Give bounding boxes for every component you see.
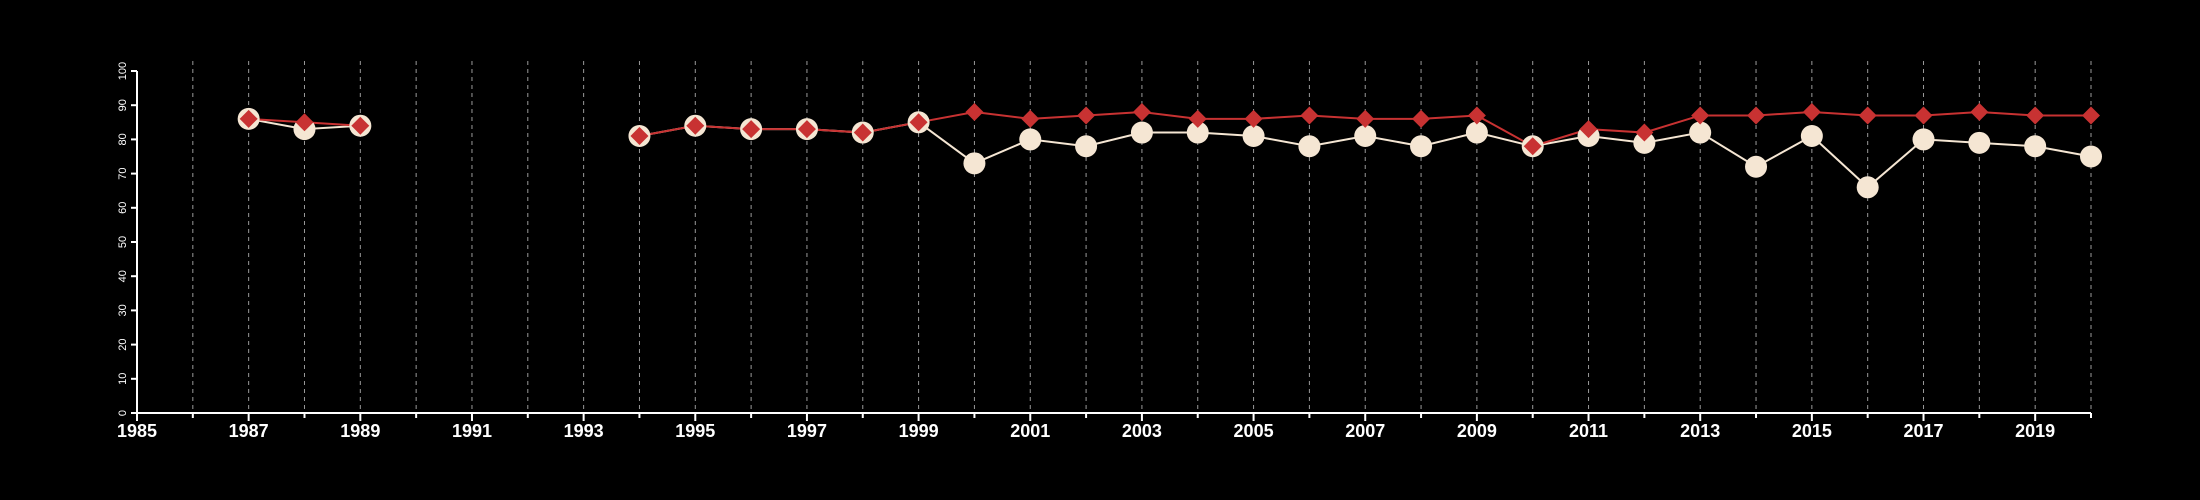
x-tick-label: 2011 bbox=[1569, 421, 1608, 441]
y-tick-label: 40 bbox=[117, 270, 129, 282]
y-tick-label: 10 bbox=[117, 373, 129, 385]
x-tick-label: 2007 bbox=[1345, 421, 1385, 441]
circle-marker bbox=[1242, 124, 1265, 147]
circle-marker bbox=[2080, 145, 2102, 168]
diamond-marker bbox=[1858, 106, 1877, 125]
circle-marker bbox=[1465, 121, 1488, 144]
circle-marker bbox=[1856, 176, 1879, 199]
x-tick-label: 1993 bbox=[564, 421, 604, 441]
diamond-marker bbox=[1244, 109, 1263, 128]
circle-marker bbox=[1075, 135, 1098, 158]
diamond-marker bbox=[239, 109, 258, 128]
diamond-marker bbox=[1523, 137, 1542, 156]
x-axis: 1985 1987 1989 1991 1993 1995 1997 1999 2001 2003… bbox=[117, 412, 2092, 441]
y-tick-label: 80 bbox=[117, 133, 129, 145]
diamond-marker bbox=[1412, 109, 1431, 128]
diamond-marker bbox=[686, 116, 705, 135]
diamond-marker bbox=[295, 113, 314, 132]
circle-marker bbox=[1410, 135, 1433, 158]
diamond-marker bbox=[1579, 120, 1598, 139]
y-axis: 0 10 20 30 40 50 60 70 80 90 100 bbox=[117, 62, 138, 416]
x-tick-label: 2009 bbox=[1457, 421, 1497, 441]
circle-marker bbox=[1019, 128, 1042, 151]
diamond-marker bbox=[1021, 109, 1040, 128]
x-tick-label: 1985 bbox=[117, 421, 157, 441]
circle-marker bbox=[2024, 135, 2047, 158]
x-tick-label: 1989 bbox=[340, 421, 380, 441]
x-tick-label: 2015 bbox=[1792, 421, 1832, 441]
circle-marker bbox=[1800, 124, 1823, 147]
y-tick-label: 70 bbox=[117, 167, 129, 179]
y-tick-label: 100 bbox=[117, 62, 129, 80]
diamond-marker bbox=[1914, 106, 1933, 125]
diamond-marker bbox=[1747, 106, 1766, 125]
diamond-marker bbox=[1188, 109, 1207, 128]
diamond-marker bbox=[1802, 103, 1821, 122]
diamond-marker bbox=[742, 120, 761, 139]
diamond-marker bbox=[351, 116, 370, 135]
circle-marker bbox=[963, 152, 986, 175]
y-tick-label: 0 bbox=[117, 410, 129, 416]
diamond-marker bbox=[2082, 106, 2100, 125]
x-tick-label: 1999 bbox=[899, 421, 939, 441]
circle-marker bbox=[1912, 128, 1935, 151]
diamond-marker bbox=[1691, 106, 1710, 125]
diamond-marker bbox=[1132, 103, 1151, 122]
x-tick-label: 2005 bbox=[1234, 421, 1274, 441]
series-layer bbox=[237, 103, 2102, 199]
y-tick-label: 20 bbox=[117, 338, 129, 350]
diamond-marker bbox=[630, 126, 649, 145]
y-tick-label: 60 bbox=[117, 202, 129, 214]
diamond-marker bbox=[2026, 106, 2045, 125]
y-tick-label: 90 bbox=[117, 99, 129, 111]
y-tick-label: 50 bbox=[117, 236, 129, 248]
x-tick-label: 1987 bbox=[229, 421, 269, 441]
diamond-marker bbox=[797, 120, 816, 139]
diamond-marker bbox=[1356, 109, 1375, 128]
circle-marker bbox=[1745, 155, 1768, 178]
diamond-marker bbox=[1077, 106, 1096, 125]
circle-marker bbox=[1354, 124, 1377, 147]
x-tick-label: 1995 bbox=[675, 421, 715, 441]
circle-marker bbox=[1298, 135, 1321, 158]
x-tick-label: 1991 bbox=[452, 421, 492, 441]
circle-marker bbox=[1186, 121, 1209, 144]
diamond-marker bbox=[1467, 106, 1486, 125]
diamond-marker bbox=[1300, 106, 1319, 125]
x-tick-label: 2013 bbox=[1680, 421, 1720, 441]
y-tick-label: 30 bbox=[117, 304, 129, 316]
diamond-marker bbox=[1970, 103, 1989, 122]
diamond-marker bbox=[1635, 123, 1654, 142]
x-tick-label: 2003 bbox=[1122, 421, 1162, 441]
x-tick-label: 1997 bbox=[787, 421, 827, 441]
circle-marker bbox=[1130, 121, 1153, 144]
x-tick-label: 2001 bbox=[1010, 421, 1050, 441]
diamond-marker bbox=[965, 103, 984, 122]
diamond-marker bbox=[909, 113, 928, 132]
diamond-marker bbox=[853, 123, 872, 142]
circle-marker bbox=[1633, 131, 1656, 154]
x-tick-label: 2017 bbox=[1903, 421, 1943, 441]
circle-marker bbox=[1689, 121, 1712, 144]
x-tick-label: 2019 bbox=[2015, 421, 2055, 441]
circle-marker bbox=[1968, 131, 1991, 154]
